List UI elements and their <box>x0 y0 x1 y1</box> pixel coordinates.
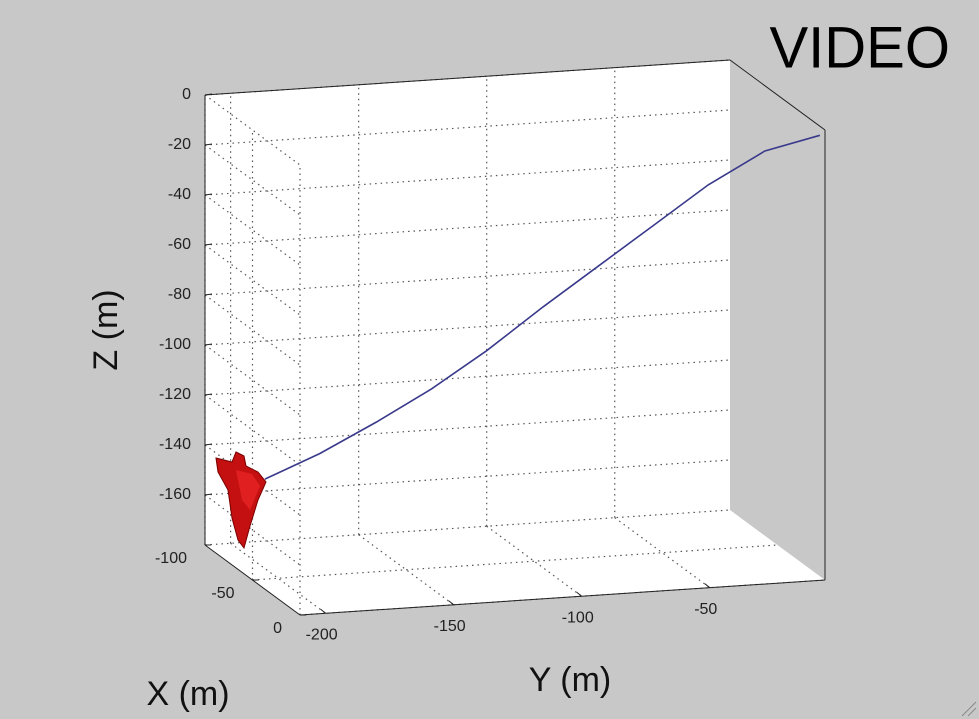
z-tick-label: -160 <box>159 486 191 503</box>
x-tick-label: 0 <box>273 620 282 637</box>
z-tick-label: -140 <box>159 436 191 453</box>
y-tick-label: -100 <box>562 609 594 626</box>
y-tick-label: -150 <box>434 618 466 635</box>
chart: VIDEO Z (m) Y (m) X (m) 0 -20 -40 -60 -80 -10… <box>0 0 979 719</box>
x-tick-label: -100 <box>155 550 187 567</box>
y-tick-label: -200 <box>306 627 338 644</box>
z-tick-label: -20 <box>168 136 191 153</box>
y-axis-label: Y (m) <box>529 661 611 699</box>
z-tick-label: 0 <box>182 86 191 103</box>
chart-title: VIDEO <box>770 15 951 80</box>
z-tick-label: -100 <box>159 336 191 353</box>
y-tick-label: -50 <box>694 601 717 618</box>
x-tick-label: -50 <box>211 585 234 602</box>
x-axis-label: X (m) <box>146 675 229 713</box>
z-tick-label: -60 <box>168 236 191 253</box>
z-tick-label: -120 <box>159 386 191 403</box>
z-tick-label: -80 <box>168 286 191 303</box>
z-tick-label: -40 <box>168 186 191 203</box>
z-axis-label: Z (m) <box>87 289 125 370</box>
page: VIDEO Z (m) Y (m) X (m) 0 -20 -40 -60 -80 -10… <box>0 0 979 719</box>
